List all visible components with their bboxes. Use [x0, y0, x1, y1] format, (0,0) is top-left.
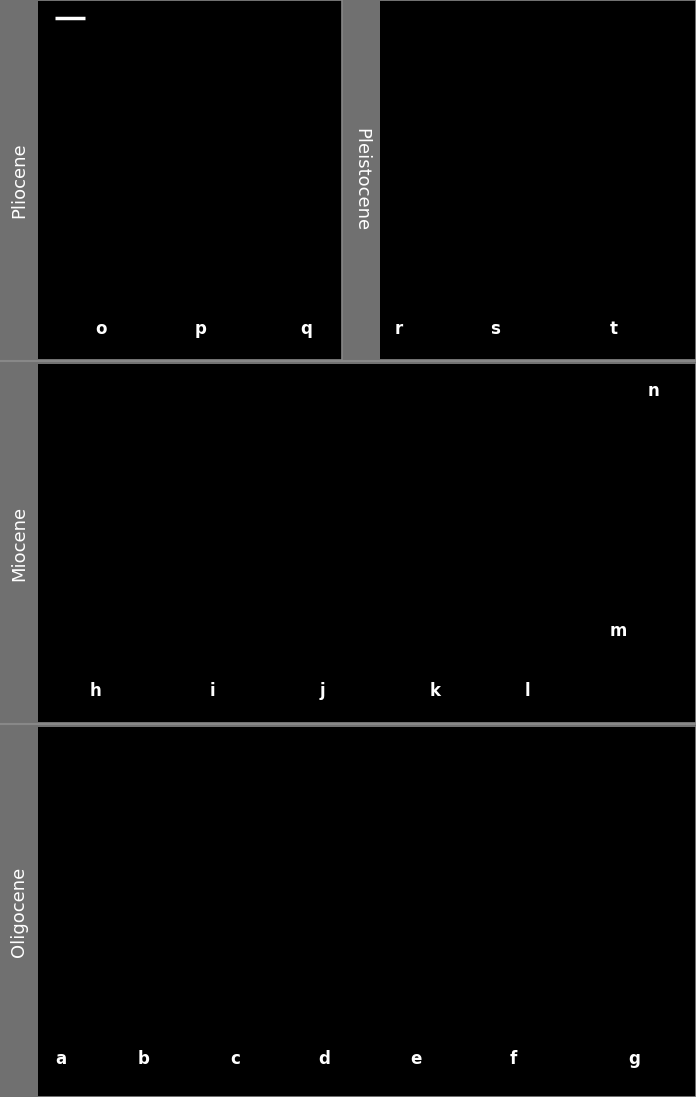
Bar — [0, 726, 38, 1097]
Bar — [0, 0, 38, 360]
Bar — [0, 726, 696, 1097]
Text: t: t — [610, 320, 618, 338]
Text: Pleistocene: Pleistocene — [352, 128, 370, 231]
Bar — [0, 363, 38, 723]
Text: i: i — [210, 682, 216, 700]
Text: b: b — [138, 1050, 150, 1068]
Text: d: d — [318, 1050, 330, 1068]
Text: Pliocene: Pliocene — [10, 143, 28, 218]
Bar — [0, 0, 696, 360]
Text: p: p — [195, 320, 207, 338]
Text: h: h — [90, 682, 102, 700]
Text: j: j — [320, 682, 326, 700]
Text: q: q — [300, 320, 312, 338]
Text: s: s — [490, 320, 500, 338]
Text: Oligocene: Oligocene — [10, 867, 28, 957]
Text: n: n — [648, 382, 660, 400]
Text: l: l — [525, 682, 530, 700]
Text: k: k — [430, 682, 441, 700]
Bar — [342, 0, 380, 360]
Text: a: a — [55, 1050, 66, 1068]
Text: e: e — [410, 1050, 421, 1068]
Bar — [0, 363, 696, 723]
Text: r: r — [395, 320, 403, 338]
Text: Miocene: Miocene — [10, 506, 28, 580]
Text: f: f — [510, 1050, 517, 1068]
Text: c: c — [230, 1050, 240, 1068]
Text: g: g — [628, 1050, 640, 1068]
Text: m: m — [610, 622, 627, 640]
Text: o: o — [95, 320, 106, 338]
